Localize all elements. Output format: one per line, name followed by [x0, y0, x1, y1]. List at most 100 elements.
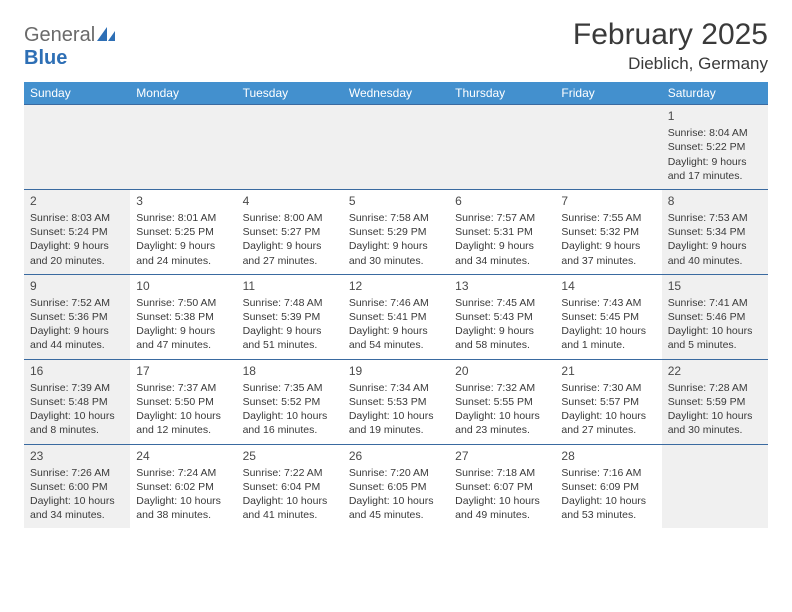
- daylight-line: and 27 minutes.: [243, 254, 337, 268]
- daylight-line: and 8 minutes.: [30, 423, 124, 437]
- day-number: 2: [30, 193, 124, 209]
- daylight-line: Daylight: 10 hours: [30, 409, 124, 423]
- sunrise-line: Sunrise: 7:45 AM: [455, 296, 549, 310]
- daylight-line: and 40 minutes.: [668, 254, 762, 268]
- daylight-line: Daylight: 10 hours: [455, 409, 549, 423]
- daylight-line: Daylight: 9 hours: [30, 239, 124, 253]
- sunrise-line: Sunrise: 8:04 AM: [668, 126, 762, 140]
- day-cell: [237, 105, 343, 189]
- daylight-line: Daylight: 10 hours: [136, 409, 230, 423]
- daylight-line: and 37 minutes.: [561, 254, 655, 268]
- logo-text-gray: General: [24, 24, 95, 46]
- day-cell: 18Sunrise: 7:35 AMSunset: 5:52 PMDayligh…: [237, 360, 343, 444]
- sunset-line: Sunset: 5:55 PM: [455, 395, 549, 409]
- daylight-line: Daylight: 9 hours: [243, 324, 337, 338]
- sunrise-line: Sunrise: 7:46 AM: [349, 296, 443, 310]
- day-cell: 28Sunrise: 7:16 AMSunset: 6:09 PMDayligh…: [555, 445, 661, 529]
- calendar-weeks: 1Sunrise: 8:04 AMSunset: 5:22 PMDaylight…: [24, 104, 768, 528]
- daylight-line: and 58 minutes.: [455, 338, 549, 352]
- daylight-line: and 34 minutes.: [455, 254, 549, 268]
- week-row: 9Sunrise: 7:52 AMSunset: 5:36 PMDaylight…: [24, 274, 768, 359]
- day-cell: [343, 105, 449, 189]
- daylight-line: and 24 minutes.: [136, 254, 230, 268]
- day-number: 28: [561, 448, 655, 464]
- daylight-line: Daylight: 9 hours: [136, 239, 230, 253]
- day-cell: [662, 445, 768, 529]
- day-number: 23: [30, 448, 124, 464]
- daylight-line: Daylight: 10 hours: [668, 324, 762, 338]
- weekday-wednesday: Wednesday: [343, 82, 449, 104]
- weekday-friday: Friday: [555, 82, 661, 104]
- sunrise-line: Sunrise: 7:18 AM: [455, 466, 549, 480]
- sunset-line: Sunset: 6:05 PM: [349, 480, 443, 494]
- day-number: 3: [136, 193, 230, 209]
- daylight-line: Daylight: 9 hours: [30, 324, 124, 338]
- sunset-line: Sunset: 6:02 PM: [136, 480, 230, 494]
- day-cell: 4Sunrise: 8:00 AMSunset: 5:27 PMDaylight…: [237, 190, 343, 274]
- day-cell: 26Sunrise: 7:20 AMSunset: 6:05 PMDayligh…: [343, 445, 449, 529]
- day-cell: 22Sunrise: 7:28 AMSunset: 5:59 PMDayligh…: [662, 360, 768, 444]
- sunset-line: Sunset: 6:09 PM: [561, 480, 655, 494]
- sunrise-line: Sunrise: 7:26 AM: [30, 466, 124, 480]
- daylight-line: and 47 minutes.: [136, 338, 230, 352]
- day-number: 8: [668, 193, 762, 209]
- weekday-tuesday: Tuesday: [237, 82, 343, 104]
- daylight-line: and 54 minutes.: [349, 338, 443, 352]
- daylight-line: Daylight: 9 hours: [136, 324, 230, 338]
- sunrise-line: Sunrise: 7:32 AM: [455, 381, 549, 395]
- sunset-line: Sunset: 5:53 PM: [349, 395, 443, 409]
- daylight-line: and 1 minute.: [561, 338, 655, 352]
- daylight-line: and 41 minutes.: [243, 508, 337, 522]
- day-cell: 13Sunrise: 7:45 AMSunset: 5:43 PMDayligh…: [449, 275, 555, 359]
- day-number: 16: [30, 363, 124, 379]
- day-number: 6: [455, 193, 549, 209]
- sunrise-line: Sunrise: 7:24 AM: [136, 466, 230, 480]
- day-cell: [555, 105, 661, 189]
- day-number: 22: [668, 363, 762, 379]
- sunset-line: Sunset: 6:04 PM: [243, 480, 337, 494]
- sunset-line: Sunset: 5:57 PM: [561, 395, 655, 409]
- day-cell: 3Sunrise: 8:01 AMSunset: 5:25 PMDaylight…: [130, 190, 236, 274]
- week-row: 1Sunrise: 8:04 AMSunset: 5:22 PMDaylight…: [24, 104, 768, 189]
- sunrise-line: Sunrise: 7:55 AM: [561, 211, 655, 225]
- daylight-line: and 51 minutes.: [243, 338, 337, 352]
- day-number: 21: [561, 363, 655, 379]
- day-cell: 21Sunrise: 7:30 AMSunset: 5:57 PMDayligh…: [555, 360, 661, 444]
- daylight-line: Daylight: 10 hours: [243, 494, 337, 508]
- sunrise-line: Sunrise: 7:22 AM: [243, 466, 337, 480]
- sunset-line: Sunset: 5:38 PM: [136, 310, 230, 324]
- daylight-line: Daylight: 10 hours: [30, 494, 124, 508]
- day-number: 5: [349, 193, 443, 209]
- sunset-line: Sunset: 5:34 PM: [668, 225, 762, 239]
- day-number: 12: [349, 278, 443, 294]
- sunrise-line: Sunrise: 7:50 AM: [136, 296, 230, 310]
- day-number: 20: [455, 363, 549, 379]
- sunrise-line: Sunrise: 7:39 AM: [30, 381, 124, 395]
- daylight-line: and 5 minutes.: [668, 338, 762, 352]
- day-cell: [449, 105, 555, 189]
- daylight-line: Daylight: 10 hours: [668, 409, 762, 423]
- day-number: 27: [455, 448, 549, 464]
- daylight-line: Daylight: 10 hours: [561, 409, 655, 423]
- daylight-line: and 38 minutes.: [136, 508, 230, 522]
- sunset-line: Sunset: 5:22 PM: [668, 140, 762, 154]
- sunrise-line: Sunrise: 7:57 AM: [455, 211, 549, 225]
- sunrise-line: Sunrise: 7:34 AM: [349, 381, 443, 395]
- day-cell: 24Sunrise: 7:24 AMSunset: 6:02 PMDayligh…: [130, 445, 236, 529]
- day-cell: 14Sunrise: 7:43 AMSunset: 5:45 PMDayligh…: [555, 275, 661, 359]
- sunrise-line: Sunrise: 7:52 AM: [30, 296, 124, 310]
- daylight-line: and 27 minutes.: [561, 423, 655, 437]
- daylight-line: Daylight: 10 hours: [455, 494, 549, 508]
- day-cell: 7Sunrise: 7:55 AMSunset: 5:32 PMDaylight…: [555, 190, 661, 274]
- day-number: 14: [561, 278, 655, 294]
- sunset-line: Sunset: 6:00 PM: [30, 480, 124, 494]
- week-row: 2Sunrise: 8:03 AMSunset: 5:24 PMDaylight…: [24, 189, 768, 274]
- location: Dieblich, Germany: [573, 54, 768, 74]
- daylight-line: and 20 minutes.: [30, 254, 124, 268]
- sunset-line: Sunset: 5:43 PM: [455, 310, 549, 324]
- week-row: 23Sunrise: 7:26 AMSunset: 6:00 PMDayligh…: [24, 444, 768, 529]
- sunrise-line: Sunrise: 7:20 AM: [349, 466, 443, 480]
- calendar: SundayMondayTuesdayWednesdayThursdayFrid…: [24, 82, 768, 528]
- daylight-line: and 45 minutes.: [349, 508, 443, 522]
- sunrise-line: Sunrise: 7:28 AM: [668, 381, 762, 395]
